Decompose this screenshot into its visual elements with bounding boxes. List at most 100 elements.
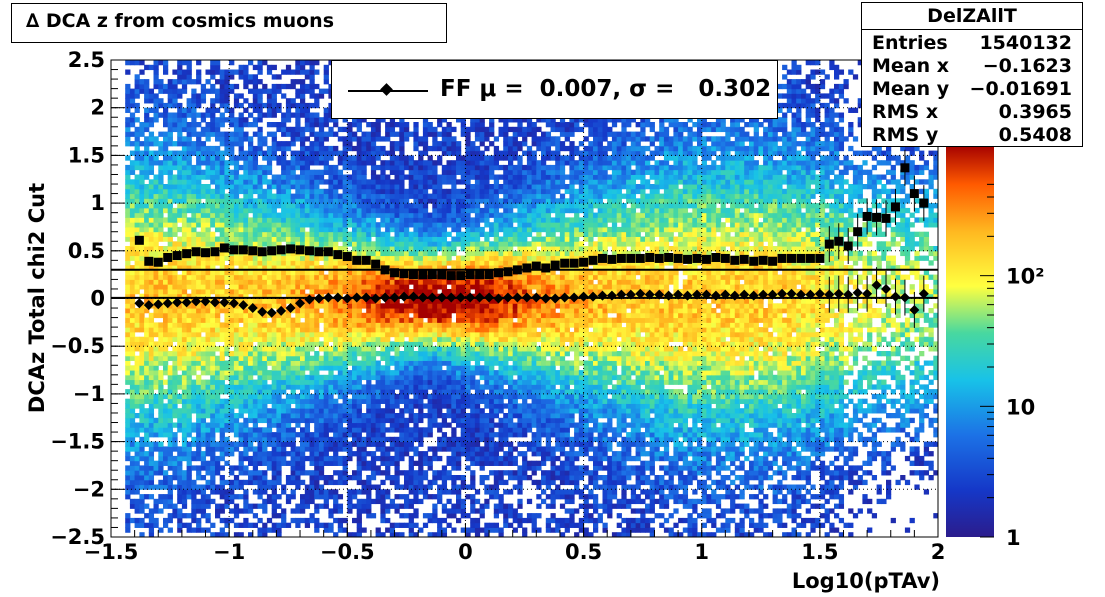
- heat-cell: [172, 93, 178, 99]
- heat-cell: [389, 427, 396, 433]
- heat-cell: [370, 141, 377, 147]
- heat-cell: [271, 413, 277, 419]
- heat-cell: [399, 246, 405, 252]
- heat-cell: [290, 408, 296, 414]
- heat-cell: [337, 389, 344, 395]
- heat-cell: [248, 226, 254, 233]
- heat-cell: [224, 446, 230, 452]
- heat-cell: [380, 417, 386, 424]
- heat-cell: [385, 465, 391, 471]
- heat-cell: [158, 322, 164, 328]
- heat-cell: [266, 160, 273, 166]
- heat-cell: [139, 69, 145, 75]
- heat-cell: [196, 374, 202, 381]
- heat-cell: [314, 503, 320, 509]
- heat-cell: [167, 122, 173, 128]
- heat-cell: [191, 422, 197, 428]
- heat-cell: [153, 136, 159, 142]
- heat-cell: [153, 93, 159, 99]
- heat-cell: [257, 117, 263, 123]
- heat-cell: [224, 203, 230, 209]
- heat-cell: [318, 131, 325, 137]
- heat-cell: [196, 384, 202, 390]
- heat-cell: [200, 308, 207, 314]
- heat-cell: [248, 136, 254, 142]
- heat-cell: [205, 193, 211, 199]
- heat-cell: [328, 513, 334, 519]
- heat-cell: [224, 317, 230, 323]
- heat-cell: [328, 274, 334, 280]
- heat-cell: [181, 336, 188, 342]
- heat-cell: [257, 260, 263, 266]
- heat-cell: [177, 308, 183, 314]
- heat-cell: [205, 322, 211, 328]
- heat-cell: [153, 231, 159, 237]
- heat-cell: [224, 269, 230, 276]
- heat-cell: [210, 74, 216, 80]
- heat-cell: [252, 212, 259, 218]
- heat-cell: [385, 150, 391, 156]
- heat-cell: [134, 279, 140, 285]
- heat-cell: [394, 446, 400, 452]
- heat-cell: [361, 160, 367, 166]
- heat-cell: [139, 327, 145, 333]
- heat-cell: [295, 470, 301, 476]
- heat-cell: [342, 217, 348, 223]
- heat-cell: [337, 312, 344, 319]
- heat-cell: [144, 379, 150, 385]
- heat-cell: [366, 150, 372, 156]
- heat-cell: [163, 475, 169, 481]
- heat-cell: [139, 370, 145, 376]
- heat-cell: [243, 508, 249, 514]
- heat-cell: [361, 265, 367, 271]
- heat-cell: [139, 503, 145, 509]
- heat-cell: [295, 355, 301, 361]
- heat-cell: [233, 322, 240, 328]
- heat-cell: [370, 351, 377, 357]
- heat-cell: [366, 203, 372, 209]
- heat-cell: [262, 60, 268, 66]
- heat-cell: [295, 289, 301, 295]
- heat-cell: [347, 455, 353, 462]
- heat-cell: [248, 522, 254, 528]
- heat-cell: [333, 193, 339, 199]
- heat-cell: [408, 374, 414, 381]
- heat-cell: [257, 532, 263, 537]
- heat-cell: [144, 522, 150, 528]
- heat-cell: [366, 322, 372, 328]
- heat-cell: [210, 408, 216, 414]
- heat-cell: [399, 470, 405, 476]
- heat-cell: [229, 517, 235, 524]
- heat-cell: [380, 217, 386, 223]
- heat-cell: [300, 83, 306, 90]
- heat-cell: [219, 446, 225, 452]
- heat-cell: [129, 250, 136, 257]
- heat-cell: [366, 403, 372, 409]
- heat-cell: [333, 122, 339, 128]
- heat-cell: [295, 403, 301, 409]
- heat-cell: [342, 327, 348, 333]
- heat-cell: [300, 389, 306, 395]
- heat-cell: [186, 365, 192, 371]
- heat-cell: [370, 131, 377, 137]
- heat-cell: [262, 303, 268, 309]
- heat-cell: [134, 93, 140, 99]
- heat-cell: [290, 236, 296, 242]
- heat-cell: [385, 365, 391, 371]
- heat-cell: [210, 112, 216, 118]
- heat-cell: [375, 312, 381, 319]
- heat-cell: [196, 355, 202, 361]
- heat-cell: [210, 413, 216, 419]
- heat-cell: [205, 241, 211, 247]
- heat-cell: [323, 427, 329, 433]
- heat-cell: [309, 441, 315, 447]
- heat-cell: [352, 184, 358, 190]
- heat-cell: [177, 484, 183, 490]
- heat-cell: [177, 141, 183, 147]
- heat-cell: [342, 231, 348, 237]
- heat-cell: [248, 122, 254, 128]
- heat-cell: [252, 317, 259, 323]
- heat-cell: [361, 351, 367, 357]
- heat-cell: [181, 198, 188, 204]
